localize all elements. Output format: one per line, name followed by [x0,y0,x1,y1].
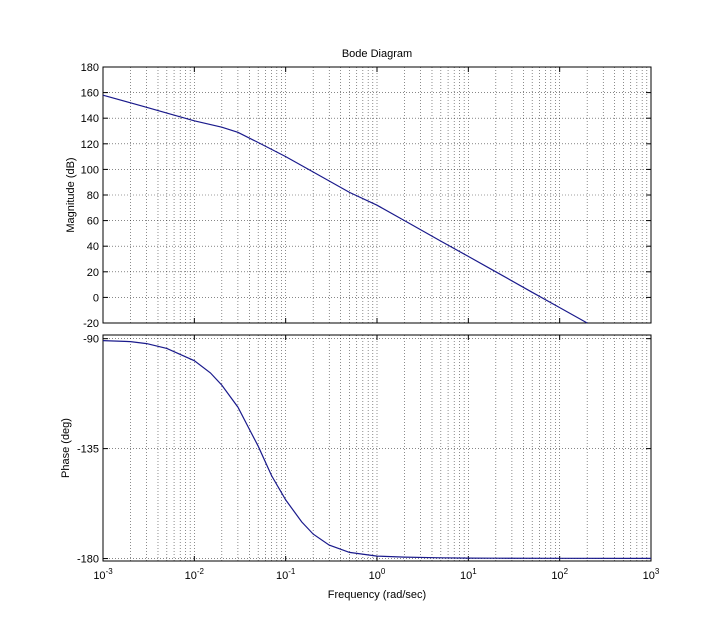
frequency-tick-label: 102 [551,567,568,582]
magnitude-ytick-label: 140 [81,113,99,125]
magnitude-panel: -20 0 20 40 60 80 100 120 140 160 180 Magnitude (d… [65,62,652,330]
phase-panel: -180 -135 -90 Phase (deg) [60,334,652,566]
phase-curve [102,340,652,560]
magnitude-curve [102,94,588,324]
frequency-tick-label: 100 [369,567,386,582]
phase-ytick-label: -90 [83,334,99,346]
magnitude-ytick-label: 0 [93,292,99,304]
magnitude-grid [103,67,651,323]
frequency-tick-label: 10-1 [276,567,296,582]
magnitude-ytick-label: 60 [87,216,99,228]
magnitude-ytick-label: -20 [83,318,99,330]
phase-axis-label: Phase (deg) [60,418,72,478]
magnitude-ytick-label: 180 [81,62,99,74]
frequency-tick-labels: 10-3 10-2 10-1 100 101 102 103 [93,567,660,582]
frequency-axis-label: Frequency (rad/sec) [328,589,426,601]
chart-title: Bode Diagram [342,48,412,60]
magnitude-ticks: -20 0 20 40 60 80 100 120 140 160 180 [81,62,652,330]
magnitude-ytick-label: 100 [81,164,99,176]
magnitude-ytick-label: 40 [87,241,99,253]
frequency-tick-label: 101 [460,567,477,582]
frequency-tick-label: 10-2 [185,567,205,582]
magnitude-ytick-label: 20 [87,267,99,279]
frequency-tick-label: 103 [643,567,660,582]
magnitude-ytick-label: 120 [81,139,99,151]
frequency-tick-label: 10-3 [93,567,113,582]
magnitude-ytick-label: 160 [81,88,99,100]
phase-grid [103,335,651,561]
magnitude-ytick-label: 80 [87,190,99,202]
phase-ticks: -180 -135 -90 [77,334,652,566]
magnitude-axis-label: Magnitude (dB) [65,157,77,232]
phase-ytick-label: -180 [77,554,99,566]
phase-ytick-label: -135 [77,444,99,456]
